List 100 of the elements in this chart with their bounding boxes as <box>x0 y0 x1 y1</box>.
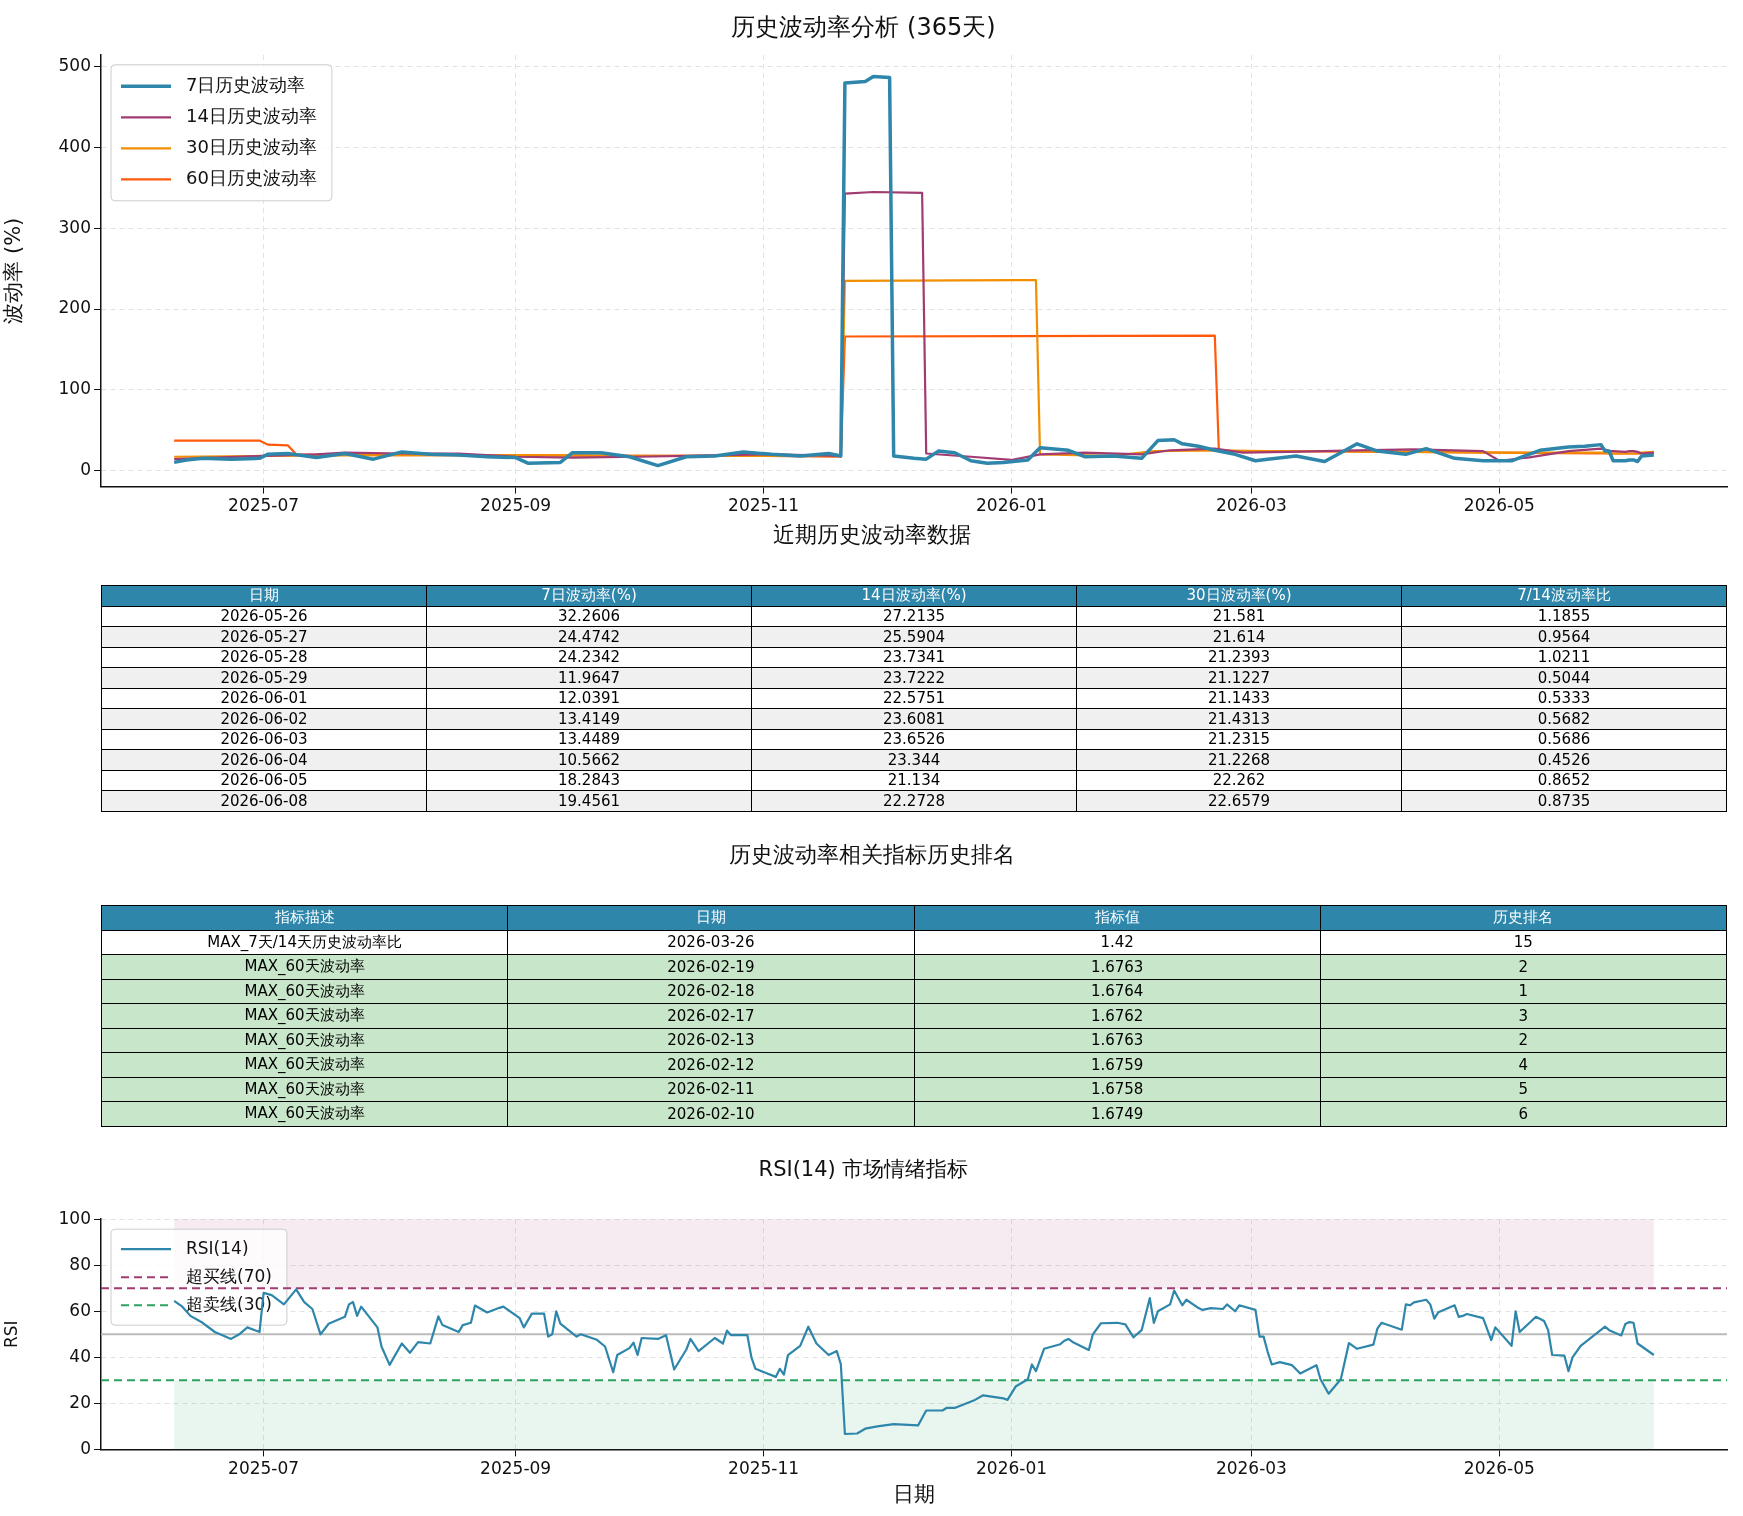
text: 23.344 <box>887 750 941 769</box>
text: 10.5662 <box>557 750 621 769</box>
text: 12.0391 <box>557 689 621 708</box>
text: 21.1227 <box>1207 668 1271 687</box>
text: 0.5333 <box>1537 689 1591 708</box>
text: MAX_60天波动率 <box>244 1055 365 1074</box>
x-tick-label: 2026-03 <box>1215 1458 1287 1479</box>
text: 2026-06-04 <box>220 750 308 769</box>
text: MAX_7天/14天历史波动率比 <box>207 932 402 951</box>
category-label: 7/14波动率比 <box>1401 585 1727 606</box>
text: 32.2606 <box>557 607 621 626</box>
text: 13.4149 <box>557 709 621 728</box>
x-tick-label: 2026-03 <box>1215 495 1287 516</box>
category-label: 指标值 <box>914 905 1321 930</box>
text: 1.6762 <box>1090 1006 1144 1025</box>
text: 22.2728 <box>882 791 946 810</box>
text: 2026-05-27 <box>220 627 308 646</box>
text: 2026-02-10 <box>667 1104 755 1123</box>
y-tick-label: 0 <box>80 458 91 479</box>
text: 25.5904 <box>882 627 946 646</box>
text: 2 <box>1518 957 1529 976</box>
chart-title: 历史波动率分析 (365天) <box>731 12 996 41</box>
x-tick-label: 2025-11 <box>728 495 800 516</box>
text: 15 <box>1513 933 1533 952</box>
text: 2026-02-17 <box>667 1006 755 1025</box>
text: 21.581 <box>1212 607 1266 626</box>
text: 1.6759 <box>1090 1055 1144 1074</box>
category-label: 30日波动率(%) <box>1076 585 1402 606</box>
text: 18.2843 <box>557 771 621 790</box>
x-tick-label: 2026-01 <box>976 1458 1048 1479</box>
text: 0.8735 <box>1537 791 1591 810</box>
text: 1.1855 <box>1537 607 1591 626</box>
ref-line-label: 超买线(70) <box>186 1265 272 1286</box>
text: 21.1433 <box>1207 689 1271 708</box>
text: 22.6579 <box>1207 791 1271 810</box>
text: 5 <box>1518 1080 1529 1099</box>
x-tick-label: 2026-05 <box>1463 495 1535 516</box>
text: 2026-03-26 <box>667 933 755 952</box>
text: 1.0211 <box>1537 648 1591 667</box>
text: 2026-05-29 <box>220 668 308 687</box>
text: 2026-06-02 <box>220 709 308 728</box>
text: 21.2315 <box>1207 730 1271 749</box>
text: 2026-02-11 <box>667 1080 755 1099</box>
legend-label: RSI(14) <box>186 1237 249 1258</box>
text: 21.2393 <box>1207 648 1271 667</box>
x-tick-label: 2025-07 <box>228 495 300 516</box>
text: 1 <box>1518 982 1529 1001</box>
text: 27.2135 <box>882 607 946 626</box>
text: 0.4526 <box>1537 750 1591 769</box>
text: 13.4489 <box>557 730 621 749</box>
category-label: 指标描述 <box>101 905 508 930</box>
x-tick-label: 2025-09 <box>480 495 552 516</box>
y-tick-label: 100 <box>58 378 91 399</box>
y-tick-label: 300 <box>58 216 91 237</box>
text: 24.2342 <box>557 648 621 667</box>
x-tick-label: 2025-09 <box>480 1458 552 1479</box>
y-tick-label: 500 <box>58 55 91 76</box>
x-axis-title: 日期 <box>893 1481 935 1506</box>
y-tick-label: 100 <box>58 1207 91 1228</box>
x-tick-label: 2025-07 <box>228 1458 300 1479</box>
y-axis-title: RSI <box>0 1320 21 1349</box>
y-axis-title: 波动率 (%) <box>1 217 26 324</box>
text: 1.6764 <box>1090 982 1144 1001</box>
text: 2026-02-19 <box>667 957 755 976</box>
text: MAX_60天波动率 <box>244 1006 365 1025</box>
y-tick-label: 0 <box>80 1437 91 1458</box>
text: 0.5686 <box>1537 730 1591 749</box>
text: 2026-02-18 <box>667 982 755 1001</box>
legend-label: 7日历史波动率 <box>186 73 306 95</box>
text: 2 <box>1518 1031 1529 1050</box>
category-label: 7日波动率(%) <box>426 585 752 606</box>
text: 2026-06-03 <box>220 730 308 749</box>
text: 24.4742 <box>557 627 621 646</box>
chart-title: RSI(14) 市场情绪指标 <box>758 1157 969 1182</box>
text: 0.9564 <box>1537 627 1591 646</box>
text: MAX_60天波动率 <box>244 1104 365 1123</box>
text: 2026-02-13 <box>667 1031 755 1050</box>
category-label: 日期 <box>507 905 914 930</box>
text: 2026-06-01 <box>220 689 308 708</box>
y-tick-label: 40 <box>69 1345 91 1366</box>
text: 23.7341 <box>882 648 946 667</box>
text: 2026-06-05 <box>220 771 308 790</box>
text: 近期历史波动率数据 <box>771 521 972 549</box>
category-label: 14日波动率(%) <box>751 585 1077 606</box>
text: 6 <box>1518 1104 1529 1123</box>
text: 23.7222 <box>882 668 946 687</box>
text: MAX_60天波动率 <box>244 1030 365 1049</box>
text: 1.42 <box>1100 933 1134 952</box>
text: 22.262 <box>1212 771 1266 790</box>
text: 0.5044 <box>1537 668 1591 687</box>
text: 3 <box>1518 1006 1529 1025</box>
text: 11.9647 <box>557 668 621 687</box>
text: 21.4313 <box>1207 709 1271 728</box>
text: 21.2268 <box>1207 750 1271 769</box>
text: 4 <box>1518 1055 1529 1074</box>
text: 2026-02-12 <box>667 1055 755 1074</box>
text: 1.6763 <box>1090 957 1144 976</box>
text: 21.614 <box>1212 627 1266 646</box>
text: 21.134 <box>887 771 941 790</box>
legend-label: 14日历史波动率 <box>186 104 317 126</box>
